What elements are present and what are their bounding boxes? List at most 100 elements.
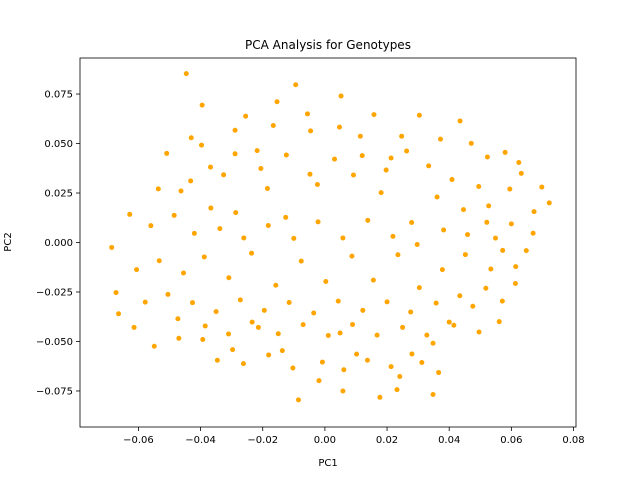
data-point — [261, 307, 267, 313]
data-point — [426, 163, 432, 169]
data-point — [221, 172, 227, 178]
data-point — [314, 182, 320, 187]
data-point — [183, 71, 189, 77]
data-point — [264, 185, 270, 191]
data-point — [374, 332, 380, 338]
data-point — [214, 357, 220, 363]
data-point — [370, 277, 376, 283]
data-point — [213, 309, 219, 315]
x-tick-label: −0.06 — [123, 435, 154, 446]
data-point — [113, 290, 119, 296]
data-point — [360, 307, 366, 313]
data-point — [438, 136, 443, 142]
data-point — [461, 207, 466, 213]
data-point — [430, 340, 436, 346]
x-tick-label: −0.02 — [247, 435, 278, 446]
y-tick-label: 0.075 — [44, 90, 73, 101]
data-point — [409, 351, 415, 357]
data-point — [400, 324, 406, 330]
data-point — [208, 164, 214, 170]
data-point — [249, 250, 255, 256]
data-point — [199, 102, 205, 108]
data-point — [311, 310, 317, 316]
data-point — [377, 394, 383, 400]
data-point — [109, 244, 115, 250]
data-point — [502, 149, 508, 155]
data-point — [171, 212, 177, 218]
data-point — [349, 253, 355, 259]
y-axis-label: PC2 — [3, 232, 14, 251]
data-point — [359, 153, 365, 159]
y-tick-label: 0.000 — [44, 238, 73, 249]
data-point — [404, 148, 410, 154]
y-tick-label: −0.050 — [36, 337, 73, 348]
data-point — [499, 298, 505, 304]
data-point — [308, 128, 314, 134]
data-point — [176, 335, 182, 341]
data-point — [188, 135, 194, 141]
y-tick-label: −0.075 — [36, 386, 73, 397]
data-point — [468, 140, 474, 146]
data-point — [249, 319, 255, 325]
data-point — [378, 190, 384, 196]
data-point — [164, 150, 170, 156]
data-point — [131, 324, 137, 330]
data-point — [337, 124, 342, 130]
data-point — [300, 322, 306, 328]
data-point — [315, 219, 321, 225]
data-point — [202, 323, 208, 329]
data-point — [350, 321, 356, 327]
data-point — [507, 186, 513, 192]
data-point — [516, 160, 522, 166]
data-point — [165, 291, 171, 297]
data-point — [258, 165, 264, 171]
data-point — [371, 112, 377, 118]
x-axis-label: PC1 — [318, 458, 337, 469]
data-point — [384, 299, 390, 305]
data-point — [156, 258, 162, 264]
data-point — [340, 388, 346, 394]
data-point — [439, 267, 445, 273]
data-point — [451, 322, 457, 328]
data-point — [340, 235, 346, 241]
data-point — [530, 230, 536, 236]
data-point — [290, 365, 296, 371]
data-point — [180, 270, 186, 276]
data-point — [275, 331, 281, 337]
data-point — [465, 232, 471, 238]
data-point — [116, 311, 122, 317]
data-point — [274, 99, 280, 105]
data-point — [390, 233, 396, 239]
data-point — [523, 248, 529, 254]
data-point — [476, 329, 482, 335]
y-tick-label: 0.050 — [44, 139, 73, 150]
data-point — [496, 319, 502, 325]
data-point — [243, 113, 249, 119]
data-point — [409, 220, 415, 226]
data-point — [190, 300, 195, 306]
data-point — [335, 298, 341, 304]
data-point — [279, 348, 285, 354]
x-tick-label: 0.02 — [376, 435, 398, 446]
data-point — [341, 367, 347, 373]
data-point — [178, 188, 184, 194]
data-point — [298, 258, 304, 264]
data-point — [470, 303, 476, 309]
data-point — [457, 118, 463, 124]
data-point — [449, 177, 455, 183]
data-point — [188, 178, 194, 184]
data-point — [233, 210, 239, 216]
y-tick-label: −0.025 — [36, 287, 73, 298]
data-point — [416, 112, 422, 118]
data-point — [270, 123, 276, 128]
data-point — [325, 333, 331, 339]
data-point — [226, 275, 232, 281]
data-point — [293, 82, 299, 88]
data-point — [395, 252, 401, 258]
data-point — [337, 330, 343, 336]
data-point — [434, 194, 440, 200]
data-point — [226, 331, 232, 337]
data-point — [232, 151, 238, 157]
data-point — [134, 267, 140, 273]
data-point — [332, 156, 338, 162]
